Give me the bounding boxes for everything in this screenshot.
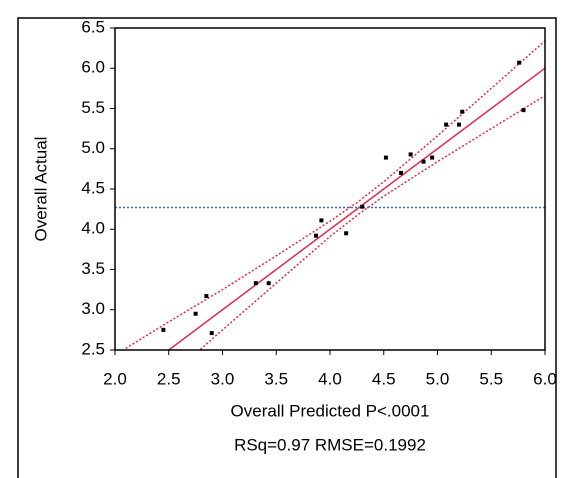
point: [253, 281, 258, 286]
y-tick-label: 5.0: [81, 138, 105, 157]
outer-frame: [17, 17, 557, 478]
point: [360, 204, 365, 209]
x-tick-label: 5.0: [426, 369, 450, 388]
y-tick-label: 3.0: [81, 299, 105, 318]
y-tick-label: 4.5: [81, 178, 105, 197]
x-tick-label: 2.0: [103, 369, 127, 388]
point: [421, 159, 426, 164]
point: [430, 155, 435, 160]
x-axis-label: Overall Predicted P<.0001: [231, 401, 430, 420]
point: [457, 122, 461, 127]
point: [204, 294, 209, 299]
y-axis-label: Overall Actual: [31, 137, 50, 242]
subtitle: RSq=0.97 RMSE=0.1992: [234, 435, 426, 454]
y-tick-label: 3.5: [81, 259, 105, 278]
point: [161, 327, 166, 332]
x-tick-label: 5.5: [479, 369, 503, 388]
point: [344, 231, 349, 236]
x-tick-label: 2.5: [157, 369, 181, 388]
x-tick-label: 3.0: [211, 369, 235, 388]
fit-line: [167, 67, 545, 350]
point: [460, 109, 465, 114]
x-tick-label: 6.0: [533, 369, 557, 388]
confidence-line: [125, 40, 545, 350]
point: [193, 311, 198, 316]
point: [444, 122, 449, 127]
x-tick-label: 4.5: [372, 369, 396, 388]
plot-area: [115, 40, 545, 350]
x-tick-label: 4.0: [318, 369, 342, 388]
y-tick-label: 5.5: [81, 98, 105, 117]
point: [521, 108, 526, 113]
point: [398, 170, 403, 175]
point: [266, 281, 271, 286]
x-tick-label: 3.5: [264, 369, 288, 388]
point: [517, 60, 522, 65]
y-tick-label: 2.5: [81, 339, 105, 358]
point: [314, 233, 319, 238]
y-tick-label: 4.0: [81, 219, 105, 238]
y-tick-label: 6.0: [81, 58, 105, 77]
point: [408, 152, 413, 157]
point: [209, 331, 214, 336]
point: [319, 218, 324, 223]
y-tick-label: 6.5: [81, 17, 105, 36]
point: [383, 155, 388, 160]
